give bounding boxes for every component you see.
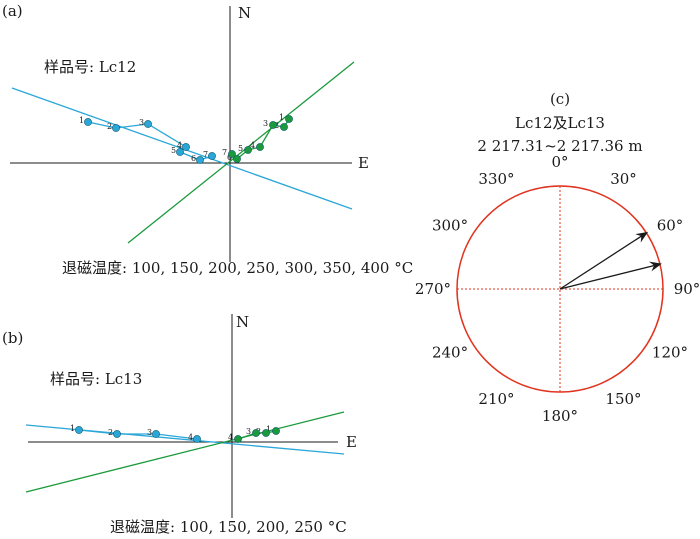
panel-a-green-point-5 [244, 146, 252, 154]
panel-a-green-point-1 [285, 115, 293, 123]
panel-b-green-point-1 [272, 427, 280, 435]
panel-a-green-step-label-3: 3 [263, 119, 268, 128]
azimuth-label-330: 330° [478, 170, 514, 188]
azimuth-label-270: 270° [415, 280, 451, 298]
panel-a-sample-label: 样品号: Lc12 [44, 58, 136, 76]
azimuth-labels: 0° 30° 60° 90° 120° 150° 180° 210° 240° 270° 300° 3… [415, 153, 700, 425]
panel-b-blue-path [78, 429, 198, 440]
panel-b-blue-point-2 [113, 430, 121, 438]
panel-a-blue-fit-line [11, 87, 353, 210]
direction-arrows [559, 231, 662, 290]
azimuth-label-240: 240° [432, 344, 468, 362]
panel-a-green-point-4 [256, 143, 264, 151]
panel-b-label: (b) [2, 329, 23, 347]
panel-a-blue-step-label-5: 5 [171, 146, 176, 155]
panel-a-green-point-3 [269, 121, 277, 129]
panel-a-blue-point-7 [208, 152, 216, 160]
panel-c-depth: 2 217.31~2 217.36 m [477, 137, 642, 155]
panel-a-blue-point-5 [176, 148, 184, 156]
panel-b-green-point-3 [252, 429, 260, 437]
azimuth-label-90: 90° [674, 280, 700, 298]
panel-b-blue-point-4 [193, 435, 201, 443]
panel-a-east-label: E [358, 154, 369, 172]
panel-a-blue-point-2 [112, 124, 120, 132]
panel-a-blue-point-4 [182, 143, 190, 151]
azimuth-label-210: 210° [478, 390, 514, 408]
azimuth-label-300: 300° [432, 217, 468, 235]
azimuth-label-150: 150° [605, 390, 641, 408]
azimuth-label-60: 60° [657, 217, 684, 235]
panel-b-sample-label: 样品号: Lc13 [50, 370, 142, 388]
panel-a-green-point-6 [233, 155, 241, 163]
panel-a-blue-step-label-1: 1 [79, 116, 84, 125]
panel-a-blue-step-label-4: 4 [177, 141, 182, 150]
panel-a-green-step-label-1: 1 [279, 113, 284, 122]
panel-a-green-fit-line [127, 61, 355, 244]
panel-b-green-step-label-4: 4 [228, 433, 233, 442]
panel-b-green-point-2 [262, 429, 270, 437]
panel-b-blue-step-label-4: 4 [188, 433, 193, 442]
panel-a-blue-step-label-7: 7 [203, 150, 208, 159]
panel-b-green-point-4 [234, 435, 242, 443]
panel-b-green-path [237, 430, 277, 440]
panel-b-green-step-label-3: 3 [246, 427, 251, 436]
panel-b-temperature-label: 退磁温度: 100, 150, 200, 250 °C [110, 518, 347, 536]
panel-c: (c) Lc12及Lc13 2 217.31~2 217.36 m 0° 30° 6… [415, 90, 700, 425]
panel-a-north-label: N [238, 4, 251, 22]
panel-a-blue-point-3 [144, 120, 152, 128]
panel-a-green-point-2 [280, 123, 288, 131]
panel-b: (b) 样品号: Lc13 退磁温度: 100, 150, 200, 250 °… [2, 313, 357, 536]
panel-a-blue-step-label-6: 6 [191, 154, 196, 163]
panel-a: (a) 样品号: Lc12 退磁温度: 100, 150, 200, 250, … [2, 2, 413, 277]
panel-a-blue-point-1 [84, 118, 92, 126]
panel-b-north-label: N [236, 313, 249, 331]
panel-a-temperature-label: 退磁温度: 100, 150, 200, 250, 300, 350, 400 … [62, 259, 413, 277]
panel-a-green-step-label-4: 4 [250, 141, 255, 150]
panel-c-label: (c) [550, 90, 570, 108]
panel-b-blue-point-1 [75, 426, 83, 434]
panel-b-green-step-label-1: 1 [266, 425, 271, 434]
panel-b-blue-step-label-3: 3 [147, 428, 152, 437]
panel-c-title: Lc12及Lc13 [515, 114, 605, 132]
panel-a-green-point-7 [228, 150, 236, 158]
panel-b-blue-point-3 [152, 430, 160, 438]
panel-b-green-fit-line [25, 411, 345, 493]
panel-a-green-step-label-5: 5 [238, 144, 243, 153]
panel-b-blue-points: 1 2 3 4 [70, 424, 201, 443]
panel-b-blue-step-label-1: 1 [70, 424, 75, 433]
direction-arrow-1 [559, 231, 649, 290]
panel-a-blue-point-6 [196, 156, 204, 164]
panel-b-east-label: E [346, 433, 357, 451]
panel-b-blue-step-label-2: 2 [108, 428, 113, 437]
azimuth-label-120: 120° [652, 344, 688, 362]
panel-a-green-step-label-7: 7 [222, 148, 227, 157]
panel-a-label: (a) [2, 2, 23, 20]
azimuth-label-180: 180° [542, 407, 578, 425]
panel-a-blue-step-label-2: 2 [107, 122, 112, 131]
panel-a-green-step-label-6: 6 [227, 153, 232, 162]
azimuth-label-30: 30° [610, 170, 637, 188]
panel-a-blue-step-label-3: 3 [139, 118, 144, 127]
azimuth-label-0: 0° [551, 153, 568, 171]
direction-arrow-2 [559, 261, 662, 290]
